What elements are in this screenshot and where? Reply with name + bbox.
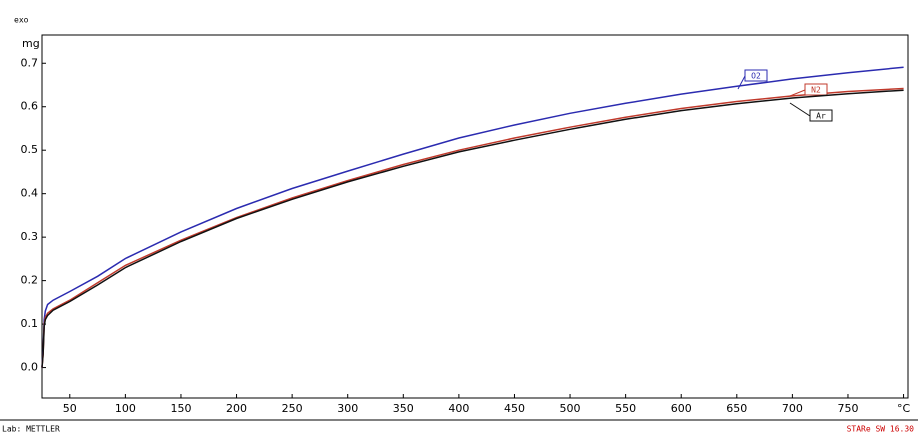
y-tick-label: 0.6 (21, 100, 39, 113)
x-tick-label: 650 (726, 402, 747, 415)
x-tick-label: 750 (837, 402, 858, 415)
x-tick-label: 350 (393, 402, 414, 415)
y-tick-label: 0.4 (21, 187, 39, 200)
y-tick-label: 0.0 (21, 361, 39, 374)
label-leader (737, 75, 746, 90)
label-box (744, 69, 768, 82)
label-leader (789, 102, 811, 117)
y-tick-label: 0.5 (21, 143, 39, 156)
x-tick-label: 100 (115, 402, 136, 415)
x-tick-label: 300 (337, 402, 358, 415)
y-tick-label: 0.2 (21, 274, 39, 287)
label-box (804, 83, 828, 96)
series-line (41, 89, 904, 368)
y-tick-label: 0.3 (21, 230, 39, 243)
y-tick-label: 0.7 (21, 56, 39, 69)
series-label: Ar (816, 112, 826, 121)
x-tick-label: °C (897, 402, 911, 415)
x-tick-label: 550 (615, 402, 636, 415)
series-line (41, 66, 904, 368)
y-tick-label: 0.1 (21, 317, 39, 330)
plot-frame (41, 34, 909, 399)
x-tick-label: 400 (448, 402, 469, 415)
footer-right: STARe SW 16.30 (847, 425, 915, 434)
x-tick-label: 500 (560, 402, 581, 415)
x-tick-label: 250 (282, 402, 303, 415)
y-axis-label: mg (22, 37, 40, 50)
x-tick-label: 700 (782, 402, 803, 415)
x-tick-label: 150 (170, 402, 191, 415)
x-tick-label: 450 (504, 402, 525, 415)
x-tick-label: 600 (671, 402, 692, 415)
footer-left: Lab: METTLER (2, 425, 60, 434)
x-tick-label: 200 (226, 402, 247, 415)
series-line (41, 87, 904, 368)
series-label: O2 (751, 72, 761, 81)
x-tick-label: 50 (63, 402, 77, 415)
label-box (809, 109, 833, 122)
label-leader (789, 89, 806, 97)
series-label: N2 (811, 86, 821, 95)
exo-label: exo (14, 16, 29, 25)
